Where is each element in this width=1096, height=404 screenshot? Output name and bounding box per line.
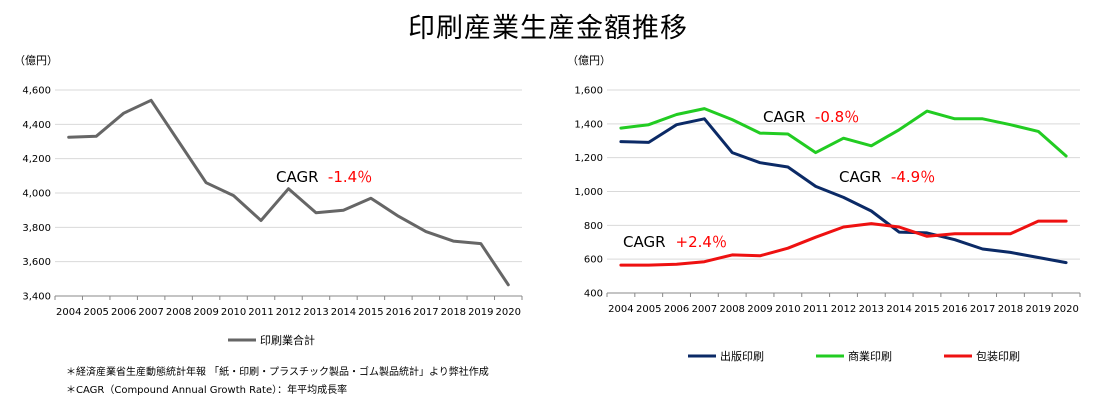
right-x-tick-label: 2018 xyxy=(998,304,1023,315)
left-x-tick-label: 2009 xyxy=(193,307,218,318)
right-x-tick-label: 2013 xyxy=(859,304,884,315)
right-x-tick-label: 2012 xyxy=(831,304,856,315)
left-series-line-total xyxy=(67,98,510,287)
right-x-tick-label: 2016 xyxy=(942,304,967,315)
cagr-value: +2.4％ xyxy=(676,233,727,251)
right-x-tick-label: 2008 xyxy=(719,304,744,315)
right-cagr-annotation: CAGR -0.8％ xyxy=(763,108,859,126)
left-x-tick-label: 2011 xyxy=(248,307,273,318)
right-x-tick-label: 2017 xyxy=(970,304,995,315)
right-cagr-annotation: CAGR +2.4％ xyxy=(623,233,727,251)
cagr-label: CAGR xyxy=(623,233,666,251)
left-x-tick-label: 2004 xyxy=(56,307,81,318)
right-legend-label-publishing: 出版印刷 xyxy=(720,349,764,363)
right-x-tick-label: 2004 xyxy=(608,304,633,315)
cagr-note: ＊CAGR（Compound Annual Growth Rate）：年平均成長… xyxy=(66,385,348,396)
right-x-tick-label: 2015 xyxy=(914,304,939,315)
right-x-tick-label: 2006 xyxy=(664,304,689,315)
left-x-tick-label: 2006 xyxy=(111,307,136,318)
cagr-label: CAGR xyxy=(839,168,881,186)
right-y-tick-label: 1,200 xyxy=(574,153,603,164)
right-cagr-annotation: CAGR -4.9％ xyxy=(839,168,935,186)
cagr-label: CAGR xyxy=(276,168,318,186)
left-x-tick-label: 2020 xyxy=(496,307,521,318)
right-y-tick-label: 1,000 xyxy=(574,187,603,198)
right-y-tick-label: 1,600 xyxy=(574,86,603,97)
left-x-tick-label: 2018 xyxy=(441,307,466,318)
right-legend-label-commercial: 商業印刷 xyxy=(848,349,892,363)
left-legend-label-total: 印刷業合計 xyxy=(260,333,315,347)
left-y-tick-label: 3,400 xyxy=(22,292,51,303)
right-y-tick-label: 800 xyxy=(584,221,603,232)
left-y-tick-label: 4,600 xyxy=(22,86,51,97)
left-x-tick-label: 2012 xyxy=(276,307,301,318)
left-x-tick-label: 2014 xyxy=(331,307,356,318)
right-x-tick-label: 2014 xyxy=(886,304,911,315)
right-x-tick-label: 2010 xyxy=(775,304,800,315)
right-series-line-packaging xyxy=(619,219,1068,267)
left-x-tick-label: 2005 xyxy=(83,307,108,318)
left-x-tick-label: 2007 xyxy=(138,307,163,318)
right-legend-label-packaging: 包装印刷 xyxy=(976,350,1020,363)
left-x-tick-label: 2019 xyxy=(468,307,493,318)
right-y-unit-label: （億円） xyxy=(567,54,611,67)
left-y-unit-label: （億円） xyxy=(14,54,58,67)
right-series-line-commercial xyxy=(619,107,1068,158)
right-x-tick-label: 2007 xyxy=(692,304,717,315)
cagr-value: -4.9％ xyxy=(891,168,935,186)
right-series-line-publishing xyxy=(619,117,1068,265)
cagr-value: -1.4％ xyxy=(328,168,372,186)
left-x-tick-label: 2015 xyxy=(358,307,383,318)
right-x-tick-label: 2020 xyxy=(1053,304,1078,315)
right-x-tick-label: 2005 xyxy=(636,304,661,315)
right-y-tick-label: 400 xyxy=(584,289,603,300)
left-cagr-annotation: CAGR -1.4％ xyxy=(276,168,372,186)
left-y-tick-label: 4,000 xyxy=(22,189,51,200)
right-x-tick-label: 2009 xyxy=(747,304,772,315)
left-y-tick-label: 3,800 xyxy=(22,223,51,234)
left-x-tick-label: 2008 xyxy=(166,307,191,318)
cagr-value: -0.8％ xyxy=(815,108,859,126)
page-title: 印刷産業生産金額推移 xyxy=(408,13,688,44)
cagr-label: CAGR xyxy=(763,108,805,126)
right-x-tick-label: 2011 xyxy=(803,304,828,315)
right-y-tick-label: 600 xyxy=(584,255,603,266)
left-y-tick-label: 3,600 xyxy=(22,257,51,268)
left-x-tick-label: 2010 xyxy=(221,307,246,318)
left-y-tick-label: 4,400 xyxy=(22,120,51,131)
right-y-tick-label: 1,400 xyxy=(574,119,603,130)
source-note: ＊経済産業省生産動態統計年報 「紙・印刷・プラスチック製品・ゴム製品統計」より弊… xyxy=(66,367,489,378)
left-x-tick-label: 2013 xyxy=(303,307,328,318)
left-y-tick-label: 4,200 xyxy=(22,154,51,165)
left-x-tick-label: 2017 xyxy=(413,307,438,318)
right-x-tick-label: 2019 xyxy=(1026,304,1051,315)
left-x-tick-label: 2016 xyxy=(386,307,411,318)
